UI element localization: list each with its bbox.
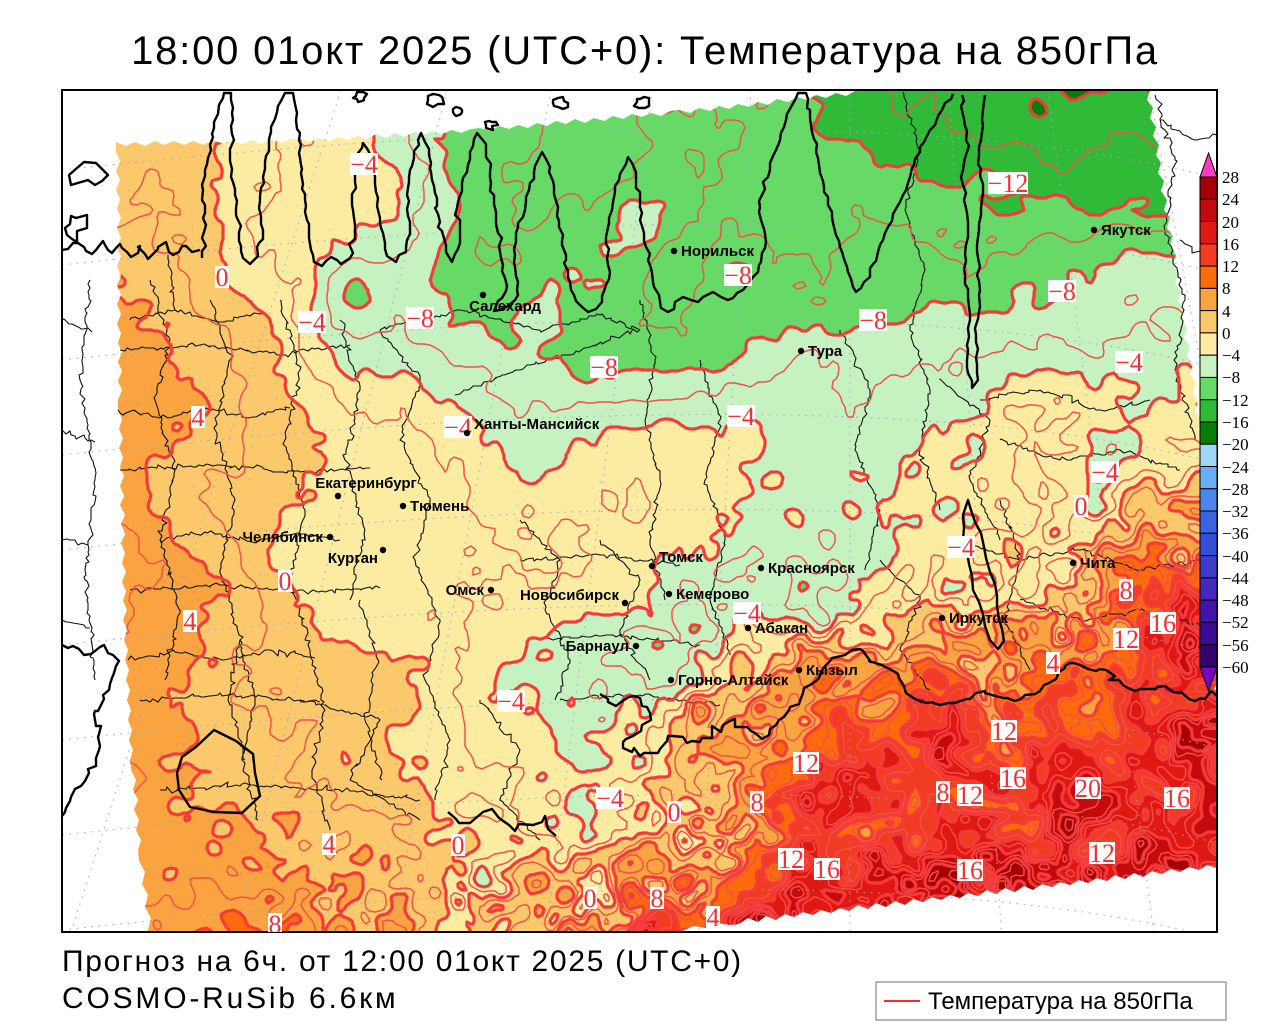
svg-text:16: 16 — [814, 855, 840, 884]
svg-text:8: 8 — [1120, 576, 1133, 605]
svg-text:8: 8 — [269, 910, 282, 939]
svg-text:−44: −44 — [1222, 569, 1249, 588]
svg-text:Норильск: Норильск — [681, 243, 754, 260]
svg-text:16: 16 — [1000, 764, 1026, 793]
svg-text:Новосибирск: Новосибирск — [520, 587, 620, 604]
svg-text:18:00 01окт 2025 (UTC+0): Темп: 18:00 01окт 2025 (UTC+0): Температура на… — [131, 29, 1159, 73]
svg-text:16: 16 — [1150, 609, 1176, 638]
svg-text:28: 28 — [1222, 168, 1239, 187]
svg-text:−20: −20 — [1222, 435, 1249, 454]
svg-text:Горно-Алтайск: Горно-Алтайск — [678, 672, 789, 689]
svg-text:Курган: Курган — [328, 550, 378, 567]
svg-text:8: 8 — [937, 778, 950, 807]
svg-text:Температура на 850гПа: Температура на 850гПа — [928, 988, 1193, 1015]
svg-text:0: 0 — [452, 831, 465, 860]
svg-text:0: 0 — [584, 884, 597, 913]
svg-text:4: 4 — [323, 830, 336, 859]
svg-text:−60: −60 — [1222, 658, 1249, 677]
svg-text:0: 0 — [279, 567, 292, 596]
svg-text:16: 16 — [1164, 784, 1190, 813]
svg-text:−8: −8 — [724, 261, 752, 290]
svg-text:4: 4 — [192, 403, 205, 432]
svg-text:COSMO-RuSib 6.6км: COSMO-RuSib 6.6км — [62, 982, 398, 1015]
svg-text:Екатеринбург: Екатеринбург — [315, 475, 417, 492]
svg-text:−4: −4 — [733, 599, 761, 628]
svg-text:16: 16 — [1222, 235, 1239, 254]
svg-text:Томск: Томск — [659, 549, 703, 566]
svg-text:0: 0 — [1075, 492, 1088, 521]
svg-text:−8: −8 — [1048, 277, 1076, 306]
svg-text:12: 12 — [957, 781, 983, 810]
svg-text:−8: −8 — [859, 306, 887, 335]
svg-text:−28: −28 — [1222, 480, 1249, 499]
svg-text:12: 12 — [1113, 625, 1139, 654]
svg-text:0: 0 — [668, 798, 681, 827]
svg-text:−4: −4 — [596, 784, 624, 813]
svg-text:−12: −12 — [988, 169, 1029, 198]
svg-text:Омск: Омск — [446, 582, 485, 599]
svg-text:−8: −8 — [406, 304, 434, 333]
svg-text:Челябинск: Челябинск — [242, 529, 323, 546]
svg-text:20: 20 — [1222, 213, 1239, 232]
svg-text:12: 12 — [991, 717, 1017, 746]
svg-text:−40: −40 — [1222, 547, 1249, 566]
svg-text:−4: −4 — [1091, 458, 1119, 487]
svg-text:16: 16 — [957, 856, 983, 885]
svg-text:−4: −4 — [444, 413, 472, 442]
svg-text:20: 20 — [1075, 774, 1101, 803]
svg-text:−32: −32 — [1222, 502, 1249, 521]
svg-text:4: 4 — [1047, 649, 1060, 678]
svg-text:4: 4 — [184, 607, 197, 636]
svg-text:−4: −4 — [298, 308, 326, 337]
svg-text:Якутск: Якутск — [1101, 222, 1151, 239]
svg-text:Тюмень: Тюмень — [410, 498, 469, 515]
svg-text:8: 8 — [751, 788, 764, 817]
svg-text:24: 24 — [1222, 190, 1240, 209]
svg-text:Иркутск: Иркутск — [949, 610, 1008, 627]
svg-text:−16: −16 — [1222, 413, 1249, 432]
svg-text:−4: −4 — [497, 687, 525, 716]
svg-text:Тура: Тура — [808, 343, 843, 360]
svg-text:−24: −24 — [1222, 458, 1249, 477]
svg-text:−52: −52 — [1222, 613, 1249, 632]
svg-text:Барнаул: Барнаул — [566, 638, 629, 655]
svg-text:8: 8 — [1222, 279, 1231, 298]
svg-text:Чита: Чита — [1080, 555, 1116, 572]
svg-text:4: 4 — [707, 903, 720, 932]
svg-text:Прогноз на 6ч. от 12:00 01окт: Прогноз на 6ч. от 12:00 01окт 2025 (UTC+… — [62, 945, 743, 978]
svg-text:12: 12 — [1222, 257, 1239, 276]
svg-text:Салехард: Салехард — [469, 298, 541, 315]
svg-text:−4: −4 — [350, 150, 378, 179]
svg-text:12: 12 — [1089, 839, 1115, 868]
svg-text:Абакан: Абакан — [755, 620, 808, 637]
svg-text:−4: −4 — [947, 533, 975, 562]
svg-text:−12: −12 — [1222, 391, 1249, 410]
svg-text:−4: −4 — [1115, 348, 1143, 377]
svg-text:−8: −8 — [590, 353, 618, 382]
svg-text:8: 8 — [651, 884, 664, 913]
svg-text:Кызыл: Кызыл — [806, 662, 858, 679]
svg-text:4: 4 — [1222, 302, 1231, 321]
svg-text:0: 0 — [1222, 324, 1231, 343]
svg-text:Кемерово: Кемерово — [676, 586, 749, 603]
svg-text:−36: −36 — [1222, 524, 1249, 543]
svg-text:12: 12 — [778, 845, 804, 874]
svg-text:−4: −4 — [727, 402, 755, 431]
svg-text:−48: −48 — [1222, 591, 1249, 610]
svg-text:12: 12 — [793, 749, 819, 778]
svg-text:−4: −4 — [1222, 346, 1241, 365]
svg-text:Красноярск: Красноярск — [768, 560, 855, 577]
svg-text:−56: −56 — [1222, 636, 1249, 655]
svg-text:Ханты-Мансийск: Ханты-Мансийск — [474, 416, 600, 433]
svg-text:0: 0 — [216, 263, 229, 292]
svg-text:−8: −8 — [1222, 368, 1240, 387]
